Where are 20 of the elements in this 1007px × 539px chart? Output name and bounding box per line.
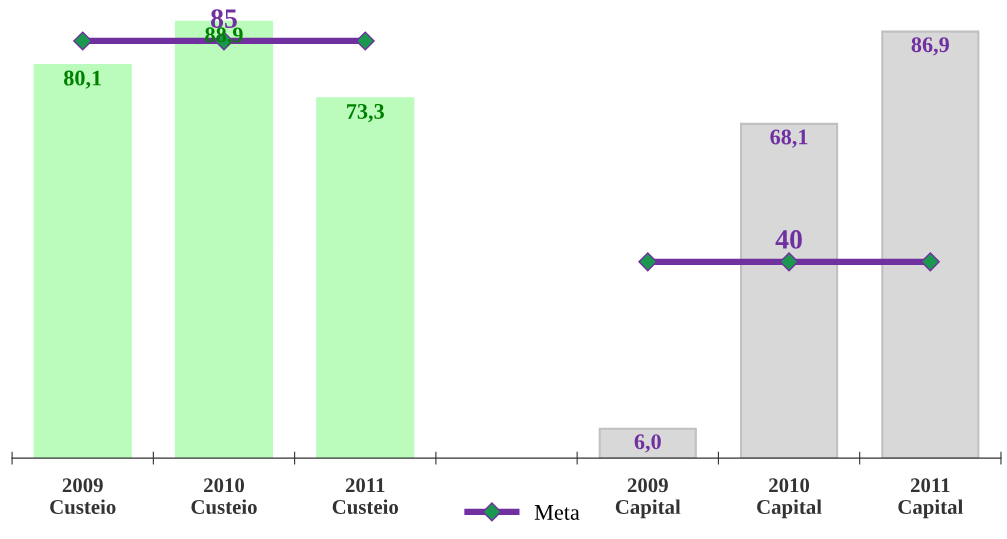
data-label: 88,9 [205, 27, 243, 46]
bar [316, 97, 415, 459]
data-label: 86,9 [911, 37, 949, 56]
bar [33, 63, 132, 459]
data-label: 6,0 [634, 434, 661, 453]
x-tick-label: 2009 Custeio [50, 478, 116, 515]
x-tick-label: 2011 Capital [898, 478, 963, 519]
x-tick-label: 2009 Capital [615, 478, 681, 519]
data-label: 40 [775, 230, 802, 249]
x-tick-label: 2010 Custeio [191, 478, 257, 515]
bar [598, 427, 697, 459]
data-label: 80,1 [64, 70, 102, 89]
x-tick-label: 2011 Custeio [332, 478, 399, 515]
data-label: 73,3 [347, 104, 384, 123]
x-tick-label: 2010 Capital [757, 478, 822, 519]
data-label: 68,1 [770, 129, 808, 148]
legend-label: Meta [534, 505, 580, 520]
bar [881, 30, 980, 459]
bar [739, 122, 839, 459]
data-label: 85 [211, 9, 237, 28]
